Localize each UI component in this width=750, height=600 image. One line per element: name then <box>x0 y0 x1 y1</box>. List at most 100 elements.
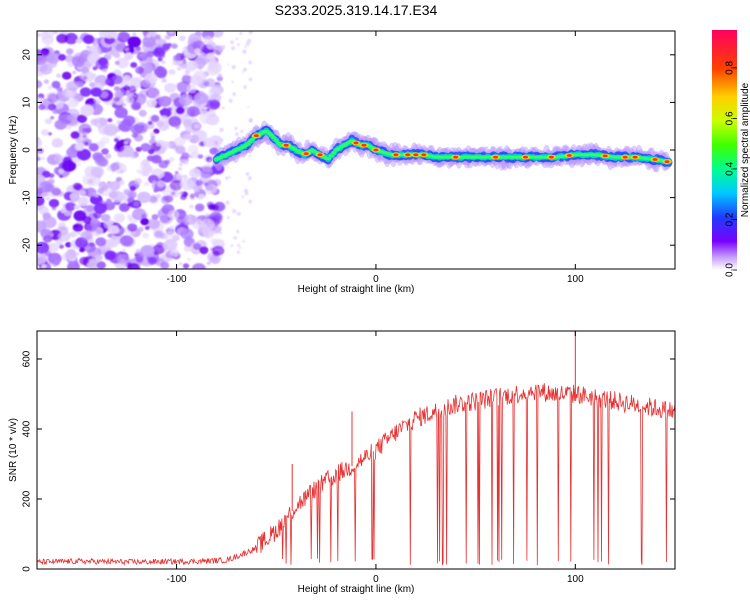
noise-blob <box>73 224 79 228</box>
noise-dot <box>227 63 230 66</box>
x-tick-label: 100 <box>567 574 584 585</box>
noise-blob <box>119 235 134 247</box>
noise-blob <box>108 225 120 234</box>
noise-dot <box>219 231 222 235</box>
noise-blob <box>67 114 75 121</box>
noise-blob <box>86 45 91 49</box>
noise-blob <box>64 32 78 45</box>
noise-blob <box>123 115 136 126</box>
noise-blob <box>183 245 193 252</box>
noise-dot <box>236 211 241 216</box>
noise-blob <box>59 175 63 178</box>
noise-dot <box>247 106 250 108</box>
noise-blob <box>117 254 130 265</box>
noise-blob <box>90 219 101 229</box>
noise-blob <box>169 225 174 230</box>
noise-blob <box>163 239 178 251</box>
noise-blob <box>40 31 50 40</box>
noise-blob <box>65 81 76 90</box>
noise-blob <box>180 194 187 200</box>
snr-x-ticks: -100 0 100 <box>167 331 584 585</box>
noise-blob <box>169 180 183 191</box>
noise-dot <box>231 80 234 84</box>
noise-blob <box>94 155 108 167</box>
noise-dot <box>239 31 243 35</box>
noise-blob <box>174 171 179 175</box>
noise-blob <box>124 195 128 200</box>
noise-blob <box>133 153 139 157</box>
noise-blob <box>43 79 50 84</box>
spectrogram-x-ticks: -100 0 100 <box>167 31 584 285</box>
noise-blob <box>125 96 135 104</box>
noise-blob <box>168 157 175 162</box>
noise-blob <box>104 239 116 249</box>
ridge-hotspot <box>602 154 608 158</box>
noise-blob <box>92 66 98 71</box>
colorbar-ticks: 0.0 0.2 0.4 0.6 0.8 <box>725 61 737 277</box>
noise-blob <box>206 64 220 76</box>
noise-blob <box>41 170 51 178</box>
noise-blob <box>185 72 190 76</box>
ridge-core-inner <box>249 137 255 142</box>
noise-blob <box>65 202 76 212</box>
noise-blob <box>149 195 158 203</box>
noise-blob <box>45 250 52 257</box>
noise-dot <box>240 130 244 133</box>
ridge-hotspot <box>523 155 528 159</box>
noise-blob <box>44 118 53 125</box>
ridge-hotspot <box>353 141 359 145</box>
noise-dot <box>245 173 248 175</box>
noise-blob <box>48 198 60 208</box>
noise-blob <box>182 174 188 180</box>
noise-blob <box>95 229 102 235</box>
ridge-core-inner <box>328 154 334 158</box>
noise-blob <box>88 45 102 56</box>
noise-blob <box>217 73 223 78</box>
noise-blob <box>137 226 144 232</box>
noise-dot <box>221 106 225 110</box>
noise-blob <box>74 204 81 210</box>
noise-dot <box>233 236 237 240</box>
noise-blob <box>54 119 67 130</box>
noise-blob <box>117 31 131 43</box>
y-tick-label: 0 <box>22 566 33 572</box>
noise-blob <box>150 154 162 164</box>
noise-blob <box>37 80 43 88</box>
noise-blob <box>135 46 141 51</box>
snr-frame <box>36 330 676 570</box>
noise-blob <box>141 159 150 167</box>
noise-blob <box>154 230 163 238</box>
noise-blob <box>100 136 110 145</box>
ridge-core-inner <box>273 138 279 143</box>
colorbar: 0.0 0.2 0.4 0.6 0.8 Normalized spectral ampl… <box>712 30 750 277</box>
ridge-hotspot <box>652 158 658 161</box>
noise-blob <box>75 38 82 44</box>
noise-blob <box>116 57 130 69</box>
chart-title: S233.2025.319.14.17.E34 <box>275 2 438 18</box>
noise-blob <box>141 80 151 88</box>
colorbar-label: Normalized spectral amplitude <box>740 82 750 217</box>
x-tick-label: 0 <box>373 274 379 285</box>
noise-blob <box>142 36 156 48</box>
noise-blob <box>79 256 89 266</box>
noise-blob <box>41 264 47 269</box>
noise-blob <box>37 195 45 207</box>
noise-blob <box>40 98 55 110</box>
noise-blob <box>122 103 127 107</box>
noise-blob <box>179 35 186 42</box>
noise-dot <box>218 256 223 260</box>
noise-blob <box>147 218 160 230</box>
snr-series <box>37 331 675 566</box>
noise-blob <box>159 109 164 114</box>
noise-blob <box>47 132 52 136</box>
noise-blob <box>97 57 108 66</box>
noise-blob <box>78 189 86 196</box>
noise-blob <box>159 115 169 123</box>
noise-blob <box>52 138 63 147</box>
noise-dot <box>248 154 252 158</box>
noise-blob <box>76 163 82 167</box>
noise-blob <box>178 262 183 266</box>
noise-blob <box>164 159 171 165</box>
noise-blob <box>183 214 197 225</box>
